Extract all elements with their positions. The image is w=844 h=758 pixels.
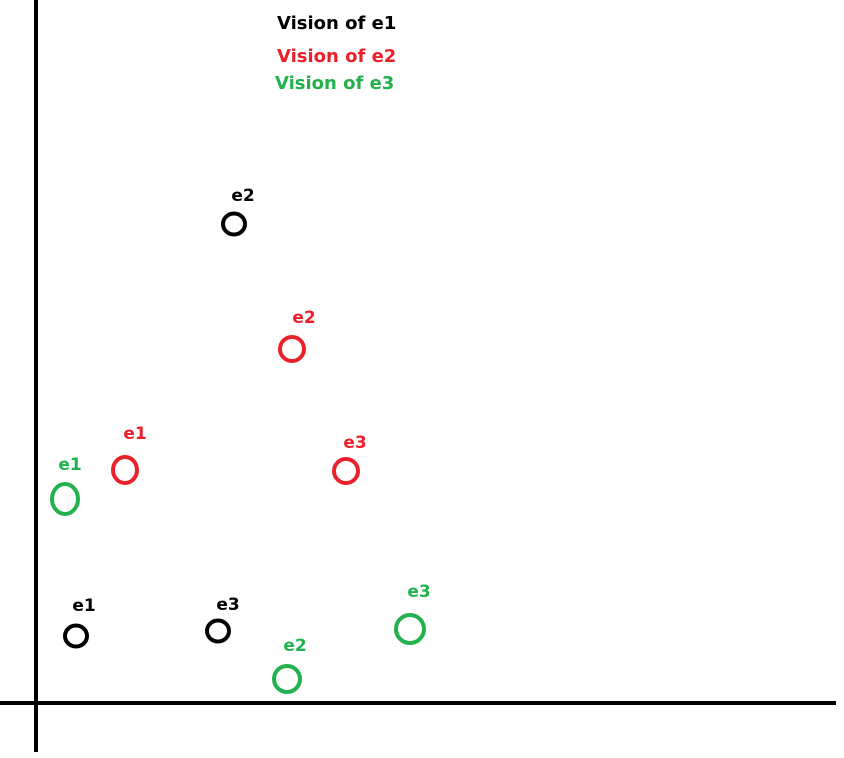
marker-circle [111,455,139,485]
vision-e3-group: e1 e2 e3 [50,455,431,694]
point-label: e2 [231,186,254,206]
legend-vision-e3: Vision of e3 [275,73,394,94]
marker-circle [278,335,306,363]
vision-e2-group: e1 e2 e3 [111,308,367,485]
vision-e3-point-e2: e2 [272,636,307,694]
marker-circle [332,457,360,485]
vision-e1-group: e1 e2 e3 [63,186,255,649]
point-label: e2 [283,636,306,656]
point-label: e1 [123,424,146,444]
marker-circle [272,664,302,694]
vision-e2-point-e1: e1 [111,424,147,485]
point-label: e1 [72,596,95,616]
vision-e1-point-e2: e2 [221,186,255,237]
legend-vision-e2: Vision of e2 [277,46,396,67]
vision-e2-point-e3: e3 [332,433,367,485]
marker-circle [50,482,80,516]
point-label: e1 [58,455,81,475]
marker-circle [205,618,231,644]
point-label: e2 [292,308,315,328]
marker-circle [394,613,426,645]
marker-circle [63,623,89,649]
point-label: e3 [343,433,366,453]
vision-e3-point-e3: e3 [394,582,431,645]
legend: Vision of e1 Vision of e2 Vision of e3 [275,13,396,94]
vision-e1-point-e3: e3 [205,595,240,644]
marker-circle [221,211,247,237]
vision-e3-point-e1: e1 [50,455,82,516]
point-label: e3 [216,595,239,615]
legend-vision-e1: Vision of e1 [277,13,396,34]
vision-e2-point-e2: e2 [278,308,316,363]
point-label: e3 [407,582,430,602]
vision-e1-point-e1: e1 [63,596,96,649]
